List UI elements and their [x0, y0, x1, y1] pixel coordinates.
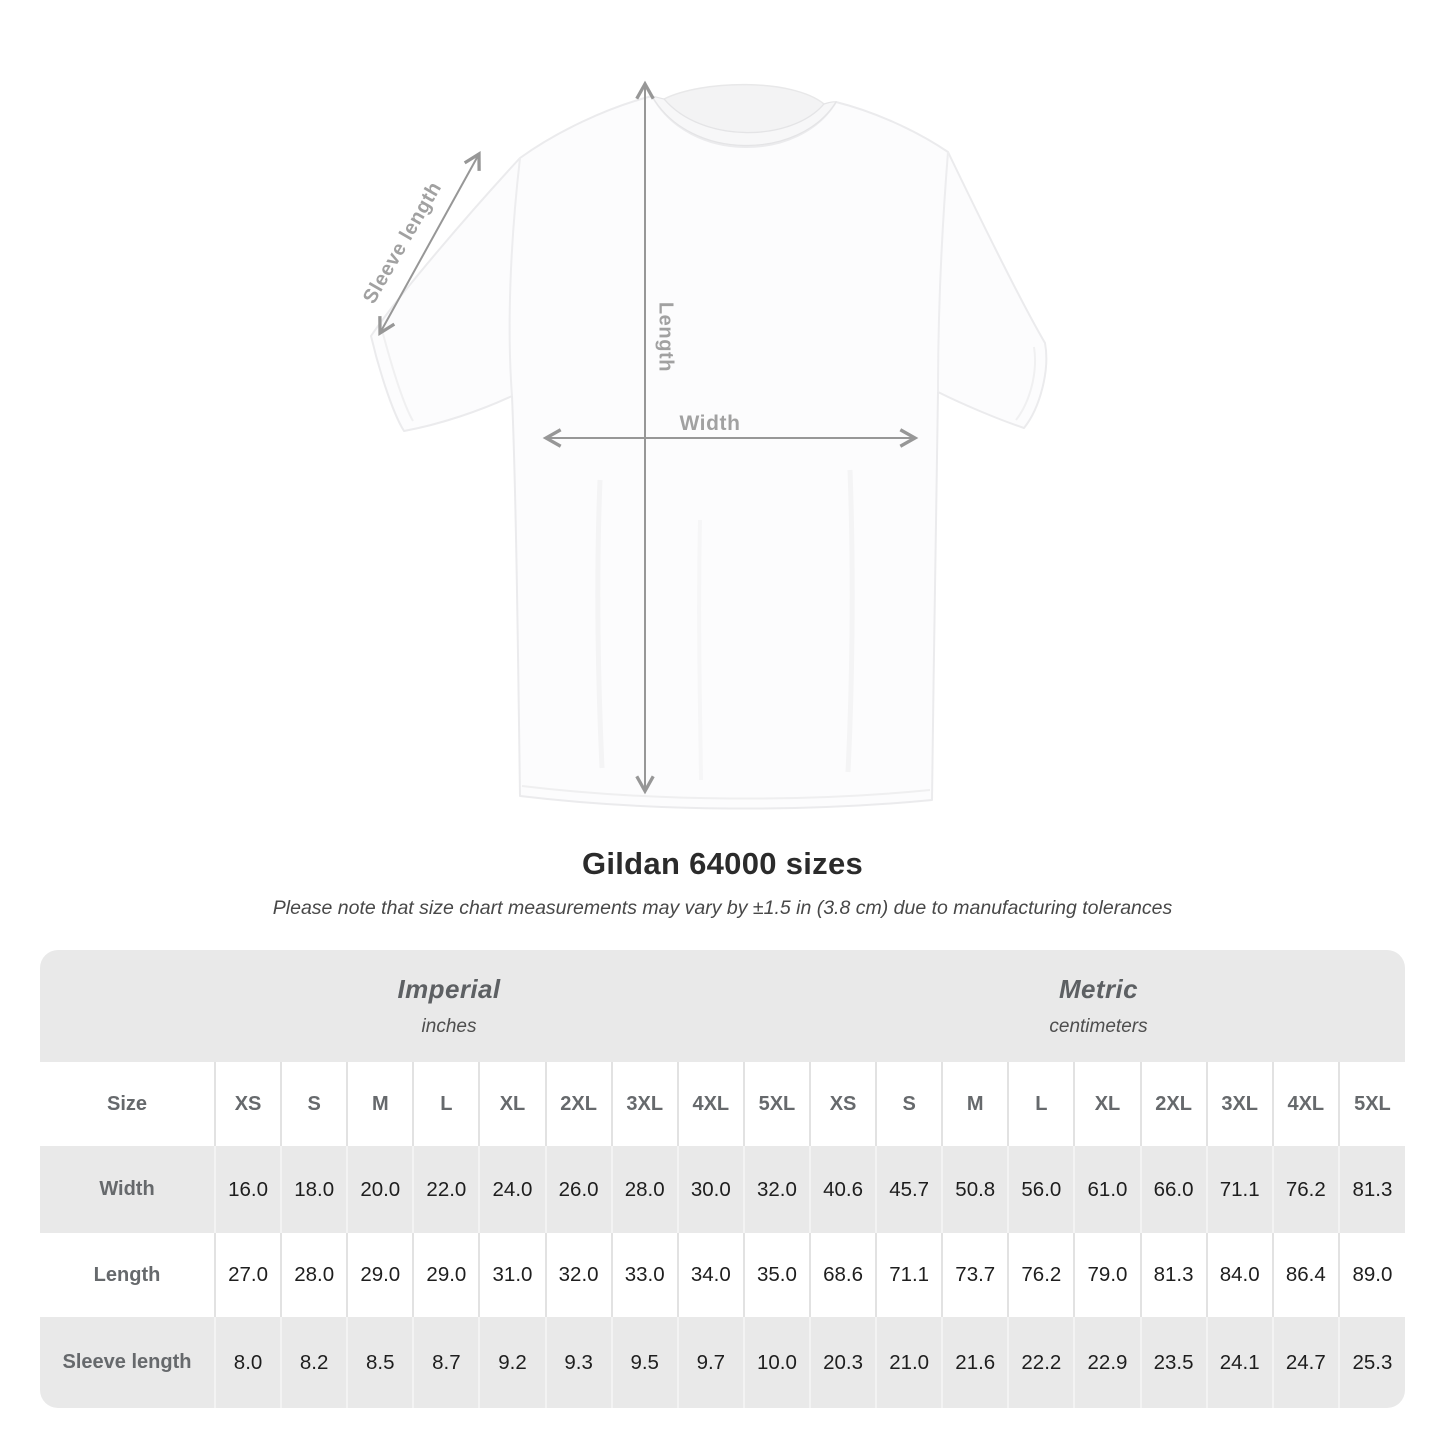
tshirt-collar — [650, 95, 837, 147]
value-cell: 9.5 — [610, 1317, 678, 1408]
width-label: Width — [679, 412, 741, 435]
size-col-header: L — [1007, 1062, 1075, 1146]
value-cell: 66.0 — [1139, 1146, 1207, 1233]
value-cell: 24.0 — [478, 1146, 546, 1233]
value-cell: 50.8 — [941, 1146, 1009, 1233]
value-cell: 9.7 — [676, 1317, 744, 1408]
value-cell: 76.2 — [1007, 1233, 1075, 1317]
value-cell: 21.6 — [941, 1317, 1009, 1408]
value-cell: 8.5 — [346, 1317, 414, 1408]
value-cell: 22.9 — [1073, 1317, 1141, 1408]
imperial-section-header: Imperial inches — [40, 950, 810, 1062]
sleeve-length-arrow — [378, 151, 481, 336]
value-cell: 22.0 — [412, 1146, 480, 1233]
row-label: Sleeve length — [62, 1351, 192, 1373]
size-header: Size — [106, 1092, 148, 1115]
value-cell: 81.3 — [1139, 1233, 1207, 1317]
value-cell: 8.0 — [213, 1317, 282, 1408]
value-cell: 21.0 — [875, 1317, 943, 1408]
value-cell: 71.1 — [875, 1233, 943, 1317]
sleeve-length-row: Sleeve length 8.0 8.2 8.5 8.7 9.2 9.3 9.… — [40, 1317, 1405, 1408]
value-cell: 29.0 — [412, 1233, 480, 1317]
value-cell: 45.7 — [875, 1146, 943, 1233]
value-cell: 9.3 — [544, 1317, 612, 1408]
value-cell: 8.7 — [412, 1317, 480, 1408]
size-table: Imperial inches Metric centimeters Size … — [40, 950, 1405, 1408]
value-cell: 61.0 — [1073, 1146, 1141, 1233]
value-cell: 32.0 — [544, 1233, 612, 1317]
value-cell: 26.0 — [544, 1146, 612, 1233]
size-col-header: M — [346, 1062, 414, 1146]
value-cell: 68.6 — [808, 1233, 877, 1317]
width-row: Width 16.0 18.0 20.0 22.0 24.0 26.0 28.0… — [40, 1146, 1405, 1233]
size-col-header: XL — [1073, 1062, 1141, 1146]
measurement-arrows — [378, 80, 919, 795]
size-col-header: 3XL — [1205, 1062, 1273, 1146]
size-col-header: XS — [213, 1062, 282, 1146]
size-col-header: M — [941, 1062, 1009, 1146]
metric-section-header: Metric centimeters — [810, 950, 1405, 1062]
units-header-band: Imperial inches Metric centimeters — [40, 950, 1405, 1062]
value-cell: 35.0 — [742, 1233, 810, 1317]
value-cell: 24.7 — [1271, 1317, 1339, 1408]
row-label: Width — [99, 1178, 155, 1200]
value-cell: 34.0 — [676, 1233, 744, 1317]
size-col-header: S — [280, 1062, 348, 1146]
size-col-header: 2XL — [1139, 1062, 1207, 1146]
value-cell: 8.2 — [280, 1317, 348, 1408]
imperial-unit: inches — [421, 1016, 477, 1037]
value-cell: 56.0 — [1007, 1146, 1075, 1233]
size-col-header: XL — [478, 1062, 546, 1146]
page-title: Gildan 64000 sizes — [581, 846, 864, 881]
value-cell: 33.0 — [610, 1233, 678, 1317]
size-col-header: 5XL — [742, 1062, 810, 1146]
size-col-header: 3XL — [610, 1062, 678, 1146]
size-col-header: 4XL — [676, 1062, 744, 1146]
value-cell: 9.2 — [478, 1317, 546, 1408]
value-cell: 10.0 — [742, 1317, 810, 1408]
metric-unit: centimeters — [1049, 1016, 1148, 1037]
value-cell: 40.6 — [808, 1146, 877, 1233]
value-cell: 29.0 — [346, 1233, 414, 1317]
value-cell: 79.0 — [1073, 1233, 1141, 1317]
value-cell: 84.0 — [1205, 1233, 1273, 1317]
value-cell: 71.1 — [1205, 1146, 1273, 1233]
value-cell: 23.5 — [1139, 1317, 1207, 1408]
value-cell: 20.3 — [808, 1317, 877, 1408]
size-col-header: S — [875, 1062, 943, 1146]
value-cell: 31.0 — [478, 1233, 546, 1317]
tshirt-seams — [381, 151, 1036, 800]
size-col-header: L — [412, 1062, 480, 1146]
value-cell: 28.0 — [280, 1233, 348, 1317]
value-cell: 25.3 — [1337, 1317, 1405, 1408]
tolerance-note: Please note that size chart measurements… — [272, 897, 1173, 919]
value-cell: 16.0 — [213, 1146, 282, 1233]
size-col-header: 4XL — [1271, 1062, 1339, 1146]
size-col-header: 5XL — [1337, 1062, 1405, 1146]
value-cell: 86.4 — [1271, 1233, 1339, 1317]
row-label: Length — [93, 1263, 161, 1286]
value-cell: 22.2 — [1007, 1317, 1075, 1408]
size-header-row: Size XS S M L XL 2XL 3XL 4XL 5XL XS S M … — [40, 1062, 1405, 1146]
size-col-header: XS — [808, 1062, 877, 1146]
imperial-title: Imperial — [397, 974, 501, 1004]
value-cell: 73.7 — [941, 1233, 1009, 1317]
tshirt-illustration — [370, 80, 1048, 810]
length-row: Length 27.0 28.0 29.0 29.0 31.0 32.0 33.… — [40, 1233, 1405, 1317]
value-cell: 18.0 — [280, 1146, 348, 1233]
value-cell: 32.0 — [742, 1146, 810, 1233]
size-col-header: 2XL — [544, 1062, 612, 1146]
metric-title: Metric — [1059, 974, 1138, 1004]
value-cell: 81.3 — [1337, 1146, 1405, 1233]
value-cell: 24.1 — [1205, 1317, 1273, 1408]
value-cell: 28.0 — [610, 1146, 678, 1233]
value-cell: 89.0 — [1337, 1233, 1405, 1317]
value-cell: 76.2 — [1271, 1146, 1339, 1233]
value-cell: 27.0 — [213, 1233, 282, 1317]
length-label: Length — [654, 301, 677, 373]
value-cell: 30.0 — [676, 1146, 744, 1233]
value-cell: 20.0 — [346, 1146, 414, 1233]
